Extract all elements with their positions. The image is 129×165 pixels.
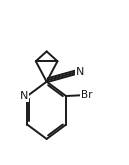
Text: N: N <box>20 91 28 101</box>
Text: N: N <box>76 67 85 77</box>
Text: Br: Br <box>81 90 93 100</box>
